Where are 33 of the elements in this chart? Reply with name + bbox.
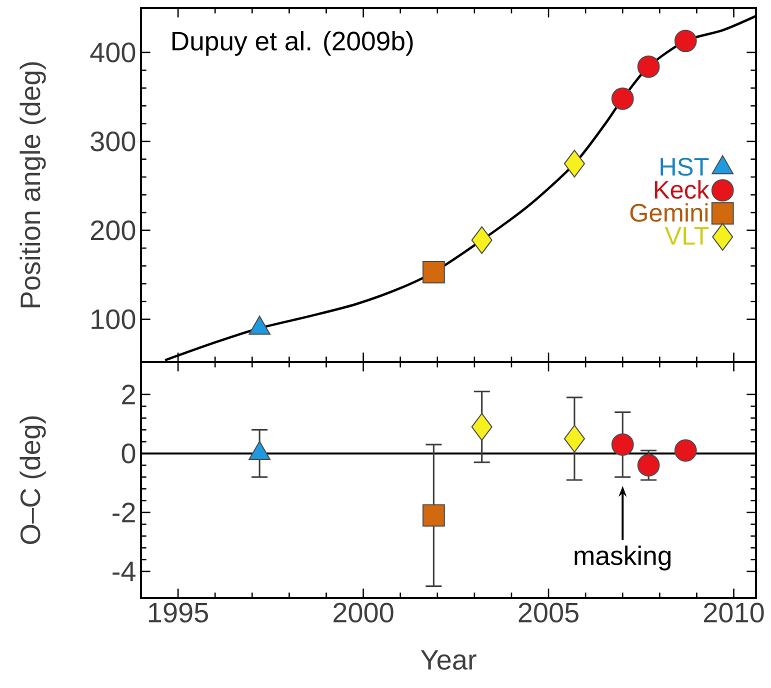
point — [422, 260, 445, 284]
legend-label: VLT — [664, 227, 709, 245]
point — [564, 424, 585, 453]
y-axis-title: Position angle (deg) — [20, 62, 46, 308]
point — [611, 433, 634, 456]
point — [611, 88, 634, 110]
annotation: masking — [574, 546, 671, 570]
y-tick-label: 2 — [122, 384, 135, 404]
y-tick-label: -4 — [112, 562, 136, 582]
y-axis-title: O–C (deg) — [20, 416, 46, 544]
y-tick-label: 400 — [90, 42, 136, 62]
point — [637, 454, 660, 476]
point — [471, 226, 492, 254]
annotation: Dupuy et al. (2009b) — [172, 30, 413, 56]
legend-label: HST — [660, 158, 709, 176]
y-tick-label: -2 — [112, 502, 135, 522]
x-tick-label: 2010 — [704, 602, 764, 623]
x-tick-label: 2005 — [518, 602, 578, 623]
point — [471, 413, 492, 441]
point — [674, 439, 697, 462]
y-tick-label: 100 — [92, 309, 136, 330]
point — [422, 504, 445, 527]
point — [564, 150, 585, 178]
x-tick-label: 1995 — [149, 602, 208, 623]
legend-label: Gemini — [630, 203, 708, 222]
x-tick-label: 2000 — [334, 602, 394, 623]
y-tick-label: 0 — [122, 444, 136, 464]
x-axis-title: Year — [420, 650, 476, 670]
y-tick-label: 300 — [90, 131, 136, 152]
point — [674, 30, 697, 52]
y-tick-label: 200 — [90, 220, 136, 240]
legend-label: Keck — [655, 180, 710, 199]
point — [637, 55, 660, 78]
